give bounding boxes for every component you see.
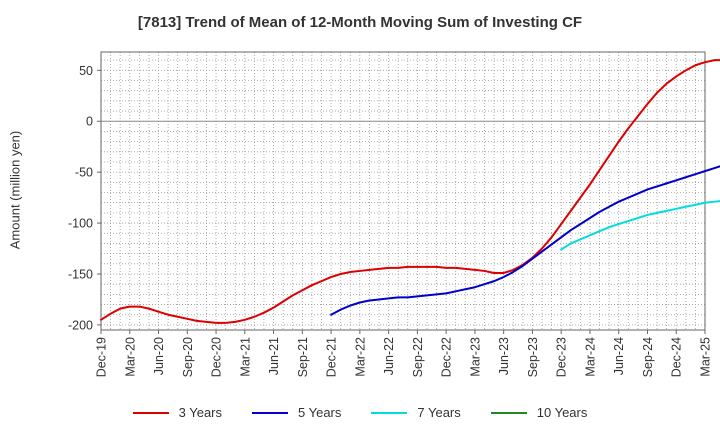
x-tick-label: Dec-19 — [95, 337, 109, 377]
axis-layer — [97, 51, 706, 334]
plot-frame — [100, 51, 706, 331]
x-tick-label: Dec-23 — [555, 337, 569, 377]
x-tick-label: Jun-24 — [612, 337, 626, 375]
x-tick-label: Sep-22 — [411, 337, 425, 377]
x-tick-label: Jun-20 — [152, 337, 166, 375]
legend-swatch — [252, 411, 288, 414]
legend-item: 5 Years — [252, 405, 341, 420]
x-tick-label: Sep-24 — [641, 337, 655, 377]
x-tick-label: Sep-23 — [526, 337, 540, 377]
legend-label: 3 Years — [178, 405, 222, 420]
x-tick-label: Dec-21 — [325, 337, 339, 377]
legend: 3 Years 5 Years 7 Years 10 Years — [0, 405, 720, 420]
x-tick-label: Dec-20 — [210, 337, 224, 377]
legend-swatch — [132, 411, 169, 414]
x-tick-label: Mar-21 — [238, 337, 252, 377]
x-tick-label: Mar-25 — [699, 337, 713, 377]
x-tick-label: Mar-24 — [583, 337, 597, 377]
legend-item: 3 Years — [132, 405, 222, 420]
x-tick-label: Sep-20 — [181, 337, 195, 377]
chart-title: [7813] Trend of Mean of 12-Month Moving … — [137, 14, 583, 31]
legend-item: 7 Years — [371, 405, 461, 420]
plot-background — [101, 52, 705, 330]
x-tick-label: Dec-22 — [440, 337, 454, 377]
legend-item: 10 Years — [490, 405, 588, 420]
legend-label: 7 Years — [417, 405, 461, 420]
grid-layer — [101, 52, 705, 330]
legend-label: 5 Years — [298, 405, 342, 420]
x-tick-label: Mar-22 — [353, 337, 367, 377]
series-line-3-years — [100, 59, 720, 324]
x-tick-label: Dec-24 — [670, 337, 684, 377]
legend-swatch — [371, 411, 408, 414]
series-line-5-years — [330, 165, 720, 316]
y-tick-label: -50 — [75, 166, 93, 180]
x-tick-label: Sep-21 — [296, 337, 310, 377]
y-tick-label: 0 — [86, 115, 93, 129]
x-tick-label: Jun-23 — [497, 337, 511, 375]
legend-swatch — [490, 411, 527, 414]
x-tick-label: Mar-23 — [468, 337, 482, 377]
y-tick-label: -200 — [68, 318, 93, 332]
x-tick-label: Mar-20 — [123, 337, 137, 377]
x-tick-label: Jun-22 — [382, 337, 396, 375]
x-tick-label: Jun-21 — [267, 337, 281, 375]
legend-label: 10 Years — [536, 405, 588, 420]
y-tick-label: -150 — [68, 267, 93, 281]
y-tick-label: 50 — [79, 64, 93, 78]
series-layer — [100, 59, 720, 324]
y-tick-label: -100 — [68, 217, 93, 231]
series-line-7-years — [560, 200, 720, 251]
